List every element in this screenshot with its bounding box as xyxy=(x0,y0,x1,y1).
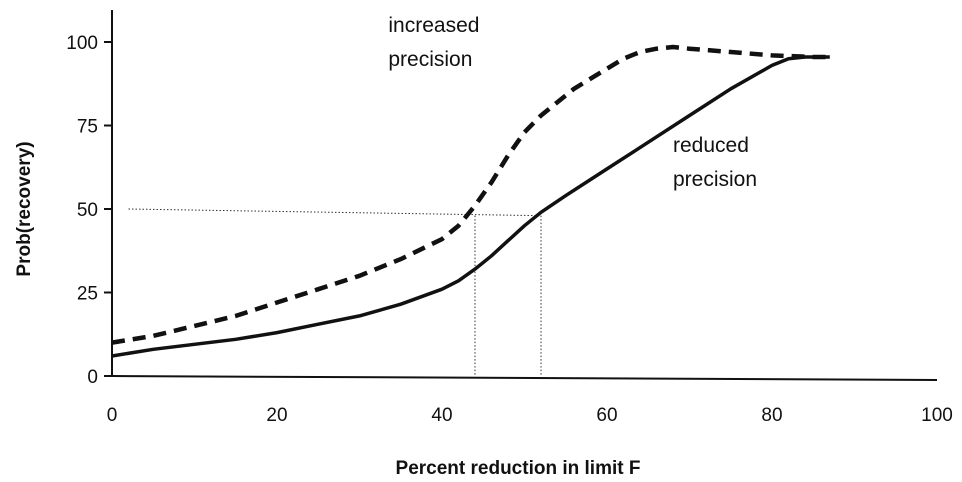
x-tick-label: 0 xyxy=(107,405,118,426)
x-axis-line xyxy=(111,375,938,381)
y-tick-label: 50 xyxy=(77,200,98,221)
x-tick-label: 60 xyxy=(596,405,617,426)
series xyxy=(111,44,830,358)
x-tick-label: 100 xyxy=(921,405,953,426)
x-axis-title: Percent reduction in limit F xyxy=(396,458,641,479)
ticks: 0 25 50 75 100 0 20 40 60 80 100 xyxy=(66,33,953,426)
y-tick-label: 75 xyxy=(77,117,98,138)
x-tick-label: 20 xyxy=(266,405,287,426)
x-tick-label: 80 xyxy=(761,405,782,426)
y-tick-label: 25 xyxy=(77,284,98,305)
y-tick-label: 0 xyxy=(87,367,98,388)
y-axis-title: Prob(recovery) xyxy=(14,141,35,276)
annotation-increased: increased precision xyxy=(388,14,479,71)
series-line-reduced xyxy=(111,55,830,358)
reference-lines xyxy=(128,208,542,376)
annotation-reduced: reduced precision xyxy=(673,134,757,191)
series-line-increased xyxy=(111,44,830,345)
reference-line xyxy=(128,208,542,217)
x-tick-label: 40 xyxy=(431,405,452,426)
annotations: increased precision reduced precision xyxy=(388,14,757,191)
y-tick-label: 100 xyxy=(66,33,98,54)
axes xyxy=(111,10,938,381)
